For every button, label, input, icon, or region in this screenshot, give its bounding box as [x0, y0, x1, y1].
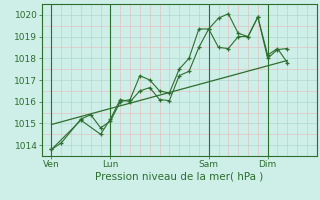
X-axis label: Pression niveau de la mer( hPa ): Pression niveau de la mer( hPa ) [95, 172, 263, 182]
